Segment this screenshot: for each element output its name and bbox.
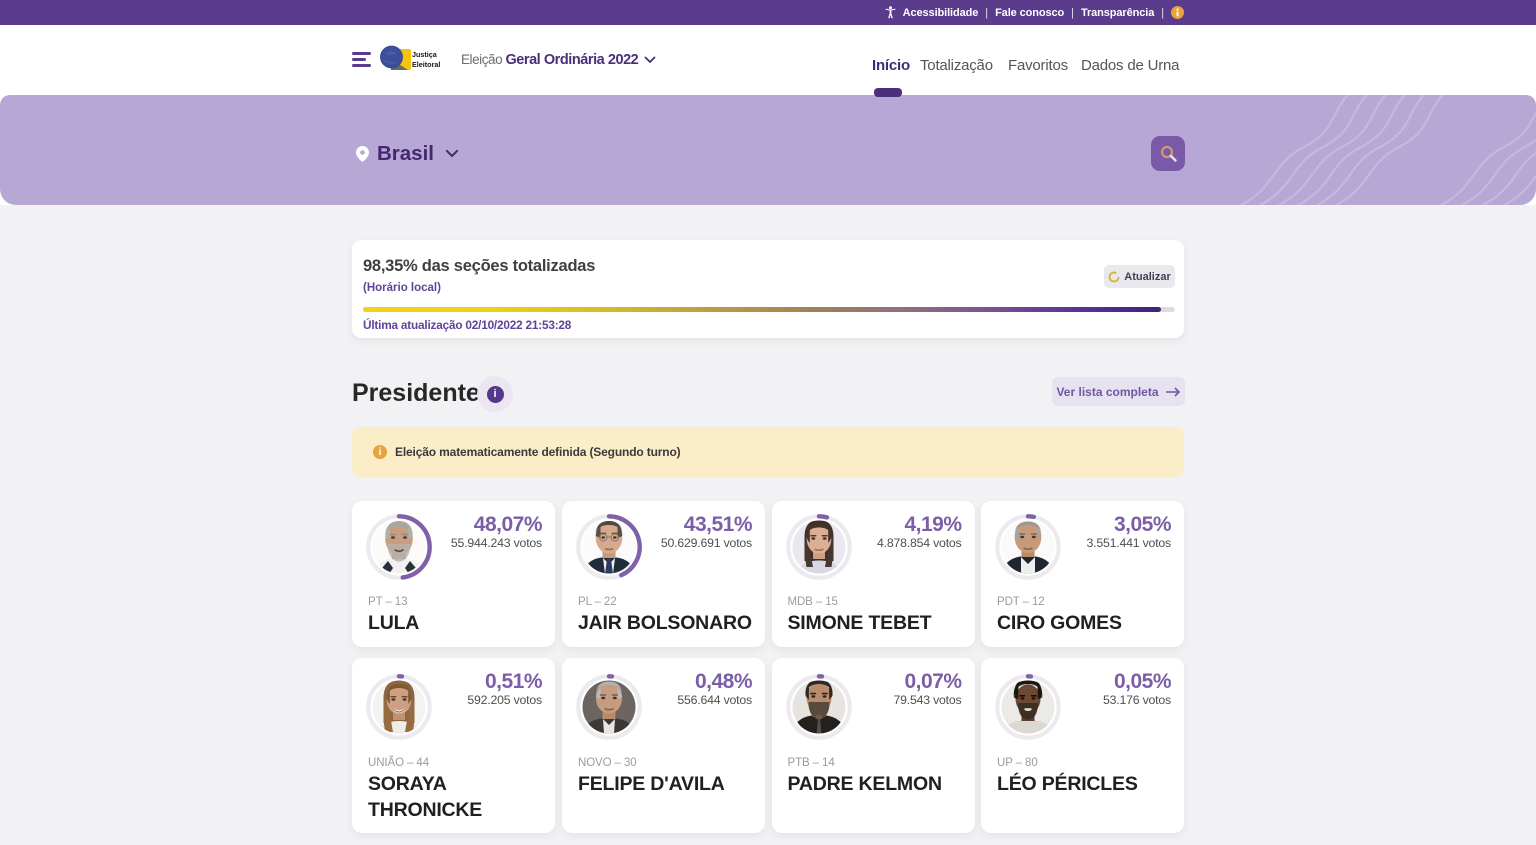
svg-text:Justiça: Justiça xyxy=(412,50,438,59)
svg-text:Eleitoral: Eleitoral xyxy=(412,60,440,69)
